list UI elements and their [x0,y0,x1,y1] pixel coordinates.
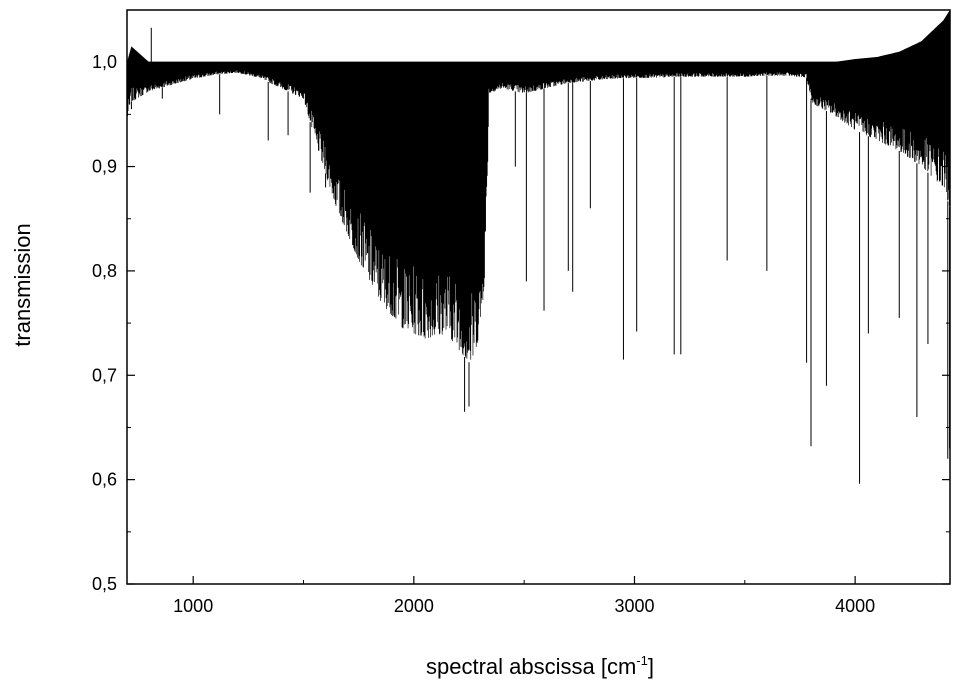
series-layer [127,10,950,484]
x-axis-title: spectral abscissa [cm-1] [426,653,654,679]
x-tick-label: 3000 [614,596,654,616]
x-axis: 1000 2000 3000 4000 [173,576,875,616]
y-tick-label: 0,7 [92,365,117,385]
x-axis-title-tail: ] [648,654,654,679]
y-tick-label: 0,9 [92,157,117,177]
x-tick-label: 4000 [835,596,875,616]
x-tick-label: 2000 [394,596,434,616]
y-tick-label: 0,6 [92,470,117,490]
spectrum-trace [127,10,950,360]
y-tick-label: 0,5 [92,574,117,594]
x-axis-title-superscript: -1 [636,653,648,668]
y-tick-label: 1,0 [92,52,117,72]
y-axis-title: transmission [10,223,35,346]
plot-frame [126,9,951,585]
y-tick-label: 0,8 [92,261,117,281]
x-tick-label: 1000 [173,596,213,616]
y-axis: 0,5 0,6 0,7 0,8 0,9 1,0 [92,52,950,594]
x-axis-title-main: spectral abscissa [cm [426,654,636,679]
